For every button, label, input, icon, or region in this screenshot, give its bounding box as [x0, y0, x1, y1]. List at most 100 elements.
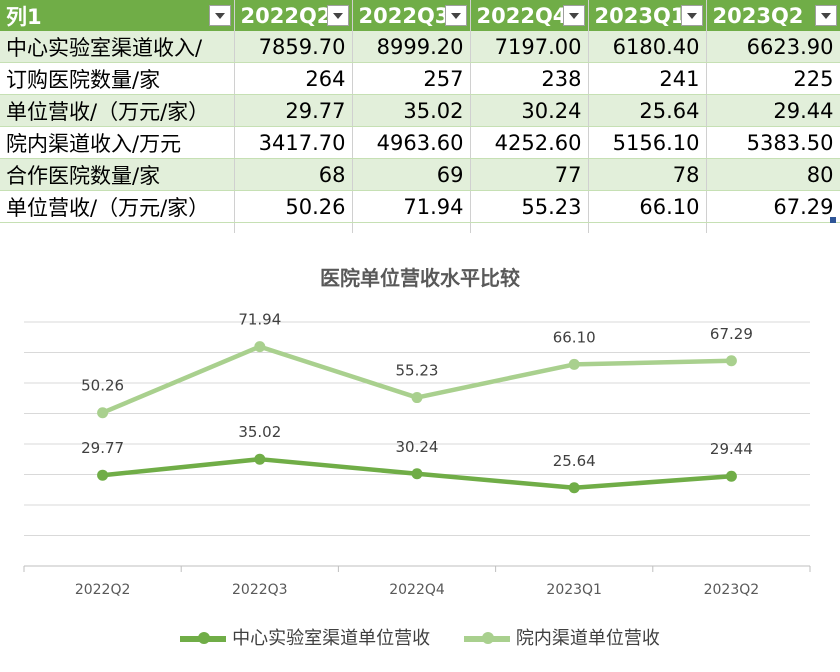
table-cell[interactable]: 29.77	[234, 94, 353, 127]
table-cell[interactable]: 257	[352, 62, 471, 95]
table-cell[interactable]	[470, 222, 589, 233]
table-cell[interactable]: 7197.00	[470, 31, 589, 63]
table-cell[interactable]: 238	[470, 62, 589, 95]
column-header: 列1	[0, 0, 235, 31]
data-point	[725, 470, 737, 482]
table-cell[interactable]: 4252.60	[470, 126, 589, 159]
data-point	[254, 453, 266, 465]
table-cell[interactable]: 35.02	[352, 94, 471, 127]
chart-plot-area: 2022Q2 2022Q3 2022Q4 2023Q1 2023Q2 29.77 35.02…	[23, 311, 811, 598]
table-resize-handle[interactable]	[830, 217, 836, 223]
table-cell[interactable]: 241	[588, 62, 707, 95]
data-point	[97, 469, 109, 481]
table-cell[interactable]: 80	[706, 158, 840, 191]
data-table: 列1 2022Q2 2022Q3 2022Q4 2023Q1 2023Q2 中心…	[0, 0, 840, 233]
x-tick-label: 2022Q4	[389, 582, 445, 598]
table-cell[interactable]: 68	[234, 158, 353, 191]
column-header-label: 2023Q1	[594, 3, 686, 28]
empty-row	[0, 222, 840, 233]
table-cell[interactable]	[234, 222, 353, 233]
table-cell[interactable]: 3417.70	[234, 126, 353, 159]
table-cell[interactable]: 5156.10	[588, 126, 707, 159]
x-tick-label: 2023Q1	[546, 582, 602, 598]
table-cell[interactable]: 6180.40	[588, 31, 707, 63]
data-label: 35.02	[238, 423, 281, 441]
table-row: 单位营收/（万元/家） 50.26 71.94 55.23 66.10 67.2…	[0, 190, 840, 223]
table-cell[interactable]: 6623.90	[706, 31, 840, 63]
x-tick-label: 2022Q3	[232, 582, 288, 598]
filter-dropdown-button[interactable]	[562, 5, 585, 26]
table-cell[interactable]: 单位营收/（万元/家）	[0, 94, 235, 127]
table-cell[interactable]: 中心实验室渠道收入/	[0, 31, 235, 63]
table-cell[interactable]: 55.23	[470, 190, 589, 223]
x-tick-label: 2023Q2	[704, 582, 760, 598]
filter-dropdown-button[interactable]	[326, 5, 349, 26]
table-cell[interactable]: 30.24	[470, 94, 589, 127]
data-label: 71.94	[238, 311, 281, 329]
table-cell[interactable]	[352, 222, 471, 233]
header-row: 列1 2022Q2 2022Q3 2022Q4 2023Q1 2023Q2	[0, 0, 840, 31]
table-cell[interactable]: 50.26	[234, 190, 353, 223]
legend-label: 院内渠道单位营收	[515, 628, 660, 649]
legend-item: 中心实验室渠道单位营收	[180, 624, 430, 650]
data-label: 25.64	[553, 452, 596, 470]
column-header-label: 2022Q2	[240, 3, 332, 28]
table-row: 单位营收/（万元/家） 29.77 35.02 30.24 25.64 29.4…	[0, 94, 840, 127]
table-cell[interactable]: 5383.50	[706, 126, 840, 159]
table-row: 院内渠道收入/万元 3417.70 4963.60 4252.60 5156.1…	[0, 126, 840, 159]
data-point	[254, 341, 266, 353]
table-cell[interactable]: 合作医院数量/家	[0, 158, 235, 191]
table-cell[interactable]: 77	[470, 158, 589, 191]
table-cell[interactable]: 66.10	[588, 190, 707, 223]
data-point	[725, 355, 737, 367]
table-cell[interactable]: 院内渠道收入/万元	[0, 126, 235, 159]
data-label: 30.24	[396, 438, 439, 456]
chart-legend: 中心实验室渠道单位营收 院内渠道单位营收	[0, 624, 840, 650]
data-point	[568, 482, 580, 494]
table-cell[interactable]: 8999.20	[352, 31, 471, 63]
legend-swatch-series-1	[180, 632, 227, 644]
column-header: 2022Q3	[352, 0, 471, 31]
legend-label: 中心实验室渠道单位营收	[232, 628, 431, 649]
data-label: 67.29	[710, 325, 753, 343]
filter-dropdown-button[interactable]	[680, 5, 703, 26]
table-cell[interactable]: 25.64	[588, 94, 707, 127]
data-point	[411, 392, 423, 404]
filter-dropdown-button[interactable]	[444, 5, 467, 26]
filter-dropdown-button[interactable]	[208, 5, 231, 26]
legend-item: 院内渠道单位营收	[463, 624, 660, 650]
table-cell[interactable]: 225	[706, 62, 840, 95]
table-cell[interactable]: 4963.60	[352, 126, 471, 159]
table-cell[interactable]: 订购医院数量/家	[0, 62, 235, 95]
table-row: 中心实验室渠道收入/ 7859.70 8999.20 7197.00 6180.…	[0, 31, 840, 63]
table-cell[interactable]: 78	[588, 158, 707, 191]
table-cell[interactable]: 67.29	[706, 190, 840, 223]
table-row: 订购医院数量/家 264 257 238 241 225	[0, 62, 840, 95]
data-point	[568, 358, 580, 370]
column-header-label: 2022Q3	[358, 3, 450, 28]
legend-swatch-series-2	[463, 632, 510, 644]
column-header: 2022Q2	[234, 0, 353, 31]
table-cell[interactable]	[588, 222, 707, 233]
spreadsheet-table-area: 列1 2022Q2 2022Q3 2022Q4 2023Q1 2023Q2 中心…	[0, 0, 840, 240]
table-cell[interactable]: 单位营收/（万元/家）	[0, 190, 235, 223]
table-cell[interactable]: 71.94	[352, 190, 471, 223]
column-header: 2023Q1	[588, 0, 707, 31]
table-cell[interactable]	[706, 222, 840, 233]
data-label: 50.26	[81, 377, 124, 395]
column-header-label: 2023Q2	[712, 3, 804, 28]
table-cell[interactable]: 7859.70	[234, 31, 353, 63]
table-cell[interactable]: 264	[234, 62, 353, 95]
table-cell[interactable]	[0, 222, 235, 233]
x-tick-label: 2022Q2	[75, 582, 131, 598]
data-point	[97, 407, 109, 419]
data-label: 66.10	[553, 328, 596, 346]
line-chart: 医院单位营收水平比较 2022Q2 2022Q3 2022Q4 2023Q1 2023Q…	[0, 240, 840, 672]
filter-dropdown-button[interactable]	[814, 5, 837, 26]
table-cell[interactable]: 29.44	[706, 94, 840, 127]
table-row: 合作医院数量/家 68 69 77 78 80	[0, 158, 840, 191]
column-header-label: 列1	[6, 4, 42, 29]
table-cell[interactable]: 69	[352, 158, 471, 191]
column-header: 2022Q4	[470, 0, 589, 31]
data-label: 29.44	[710, 440, 753, 458]
